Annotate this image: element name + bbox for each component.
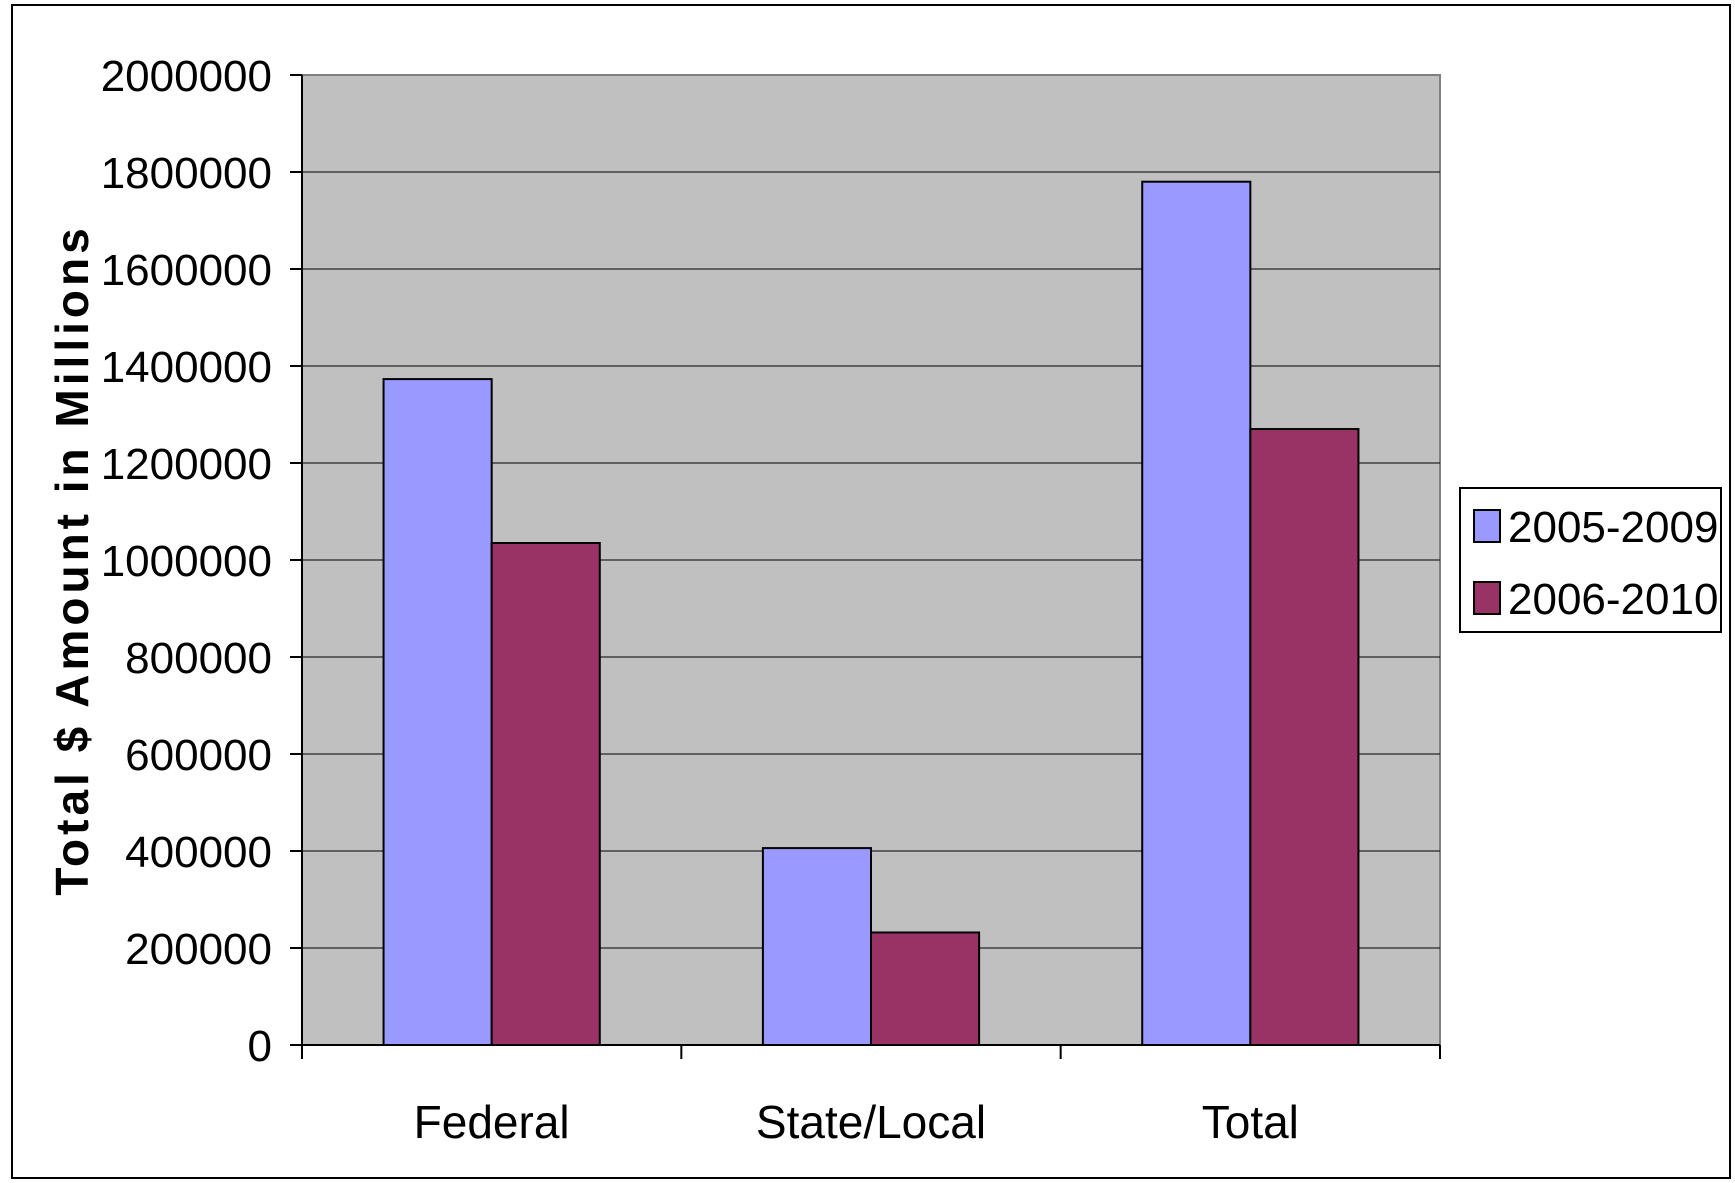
- y-tick-label: 400000: [125, 828, 272, 877]
- bar-2006-2010: [490, 542, 601, 1047]
- bar-2006-2010: [870, 931, 981, 1046]
- y-tick-labels: 0 200000 400000 600000 800000 1000000 1200000 1…: [101, 52, 272, 1071]
- y-tick-label: 800000: [125, 634, 272, 683]
- bar-2005-2009: [1141, 180, 1252, 1046]
- y-tick-label: 2000000: [101, 52, 272, 101]
- bar-2005-2009: [761, 847, 873, 1047]
- bar-2006-2010: [1249, 428, 1360, 1046]
- bars: [382, 180, 1360, 1047]
- y-tick-label: 200000: [125, 925, 272, 974]
- legend-swatch: [1473, 509, 1501, 543]
- y-tick-label: 0: [248, 1022, 272, 1071]
- axes: [290, 74, 1441, 1059]
- y-tick-label: 1600000: [101, 246, 272, 295]
- y-tick-label: 600000: [125, 731, 272, 780]
- y-axis-title: Total $ Amount in Millions: [46, 224, 98, 895]
- x-category-label: State/Local: [756, 1096, 986, 1148]
- y-tick-label: 1400000: [101, 343, 272, 392]
- y-tick-label: 1000000: [101, 537, 272, 586]
- legend-box: [1459, 487, 1722, 633]
- x-category-labels: Federal State/Local Total: [414, 1096, 1299, 1148]
- x-category-label: Federal: [414, 1096, 570, 1148]
- legend-label: 2005-2009: [1508, 503, 1718, 552]
- x-category-label: Total: [1202, 1096, 1299, 1148]
- legend-swatch: [1473, 581, 1501, 615]
- y-tick-label: 1200000: [101, 440, 272, 489]
- y-tick-label: 1800000: [101, 149, 272, 198]
- legend: 2005-2009 2006-2010: [1459, 487, 1722, 633]
- bar-2005-2009: [382, 378, 493, 1047]
- legend-label: 2006-2010: [1508, 575, 1718, 624]
